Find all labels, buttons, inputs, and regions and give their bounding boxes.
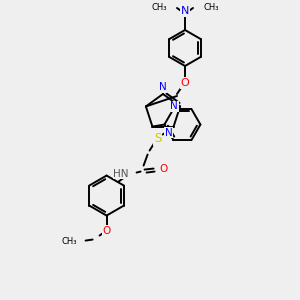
Text: O: O [181,78,189,88]
Text: N: N [170,101,178,111]
Text: HN: HN [113,169,129,178]
Text: N: N [165,128,172,138]
Text: S: S [154,132,161,145]
Text: O: O [103,226,111,236]
Text: CH₃: CH₃ [61,237,76,246]
Text: N: N [159,82,167,92]
Text: N: N [181,6,189,16]
Text: O: O [160,164,168,174]
Text: CH₃: CH₃ [152,4,167,13]
Text: CH₃: CH₃ [203,4,218,13]
